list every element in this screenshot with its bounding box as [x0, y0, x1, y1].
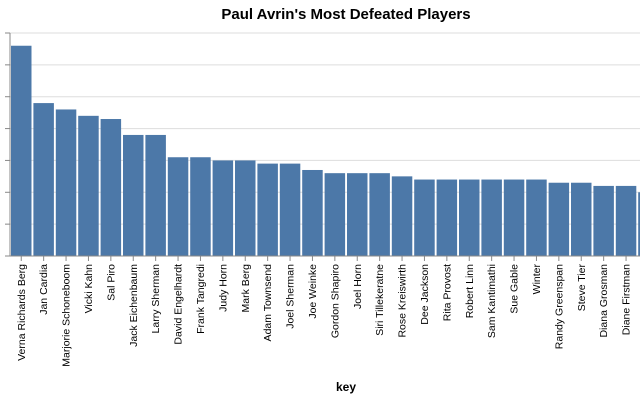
bar — [436, 179, 458, 256]
bar — [481, 179, 502, 256]
bar — [347, 173, 368, 256]
bar — [100, 119, 122, 256]
x-tick-label: Verna Richards Berg — [16, 264, 28, 361]
x-tick-label: David Engelhardt — [173, 264, 185, 345]
bar — [257, 163, 278, 256]
x-tick-label: Marjorie Schoneboom — [61, 264, 73, 367]
x-tick-label: Siri Tillekeratne — [374, 264, 386, 336]
bar — [459, 179, 480, 256]
bar — [548, 182, 570, 256]
x-tick-label: Rita Provost — [441, 264, 453, 321]
bar — [190, 157, 211, 256]
bar — [302, 169, 323, 256]
x-tick-label: Sue Gable — [509, 264, 521, 314]
x-tick-label: Steve Tier — [576, 264, 588, 312]
x-tick-label: Jack Eichenbaum — [128, 264, 140, 347]
bar — [123, 134, 144, 256]
x-tick-label: Gordon Shapiro — [329, 264, 341, 338]
x-axis: Verna Richards Berg Jan Cardia Marjorie Sc… — [10, 255, 640, 367]
x-tick-label: Frank Tangredi — [195, 264, 207, 334]
bar — [391, 176, 413, 256]
x-tick-label: Judy Horn — [217, 264, 229, 312]
bar — [571, 182, 592, 256]
bar — [638, 192, 640, 256]
x-tick-label: Vicki Kahn — [83, 264, 95, 314]
x-tick-label: Diane Firstman — [621, 264, 633, 335]
x-tick-label: Sam Kantimathi — [486, 264, 498, 338]
x-tick-label: Randy Greenspan — [553, 264, 565, 349]
bars — [11, 45, 640, 256]
bar — [55, 109, 77, 256]
chart-title: Paul Avrin's Most Defeated Players — [221, 6, 470, 23]
x-tick-label: Dee Jackson — [419, 264, 431, 325]
bar — [11, 45, 32, 256]
x-tick-label: Robert Linn — [464, 264, 476, 318]
x-tick-label: Winter — [531, 264, 543, 295]
bar — [503, 179, 525, 256]
bar — [78, 115, 99, 256]
x-tick-label: Joe Weinke — [307, 264, 319, 319]
bar — [414, 179, 435, 256]
x-tick-label: Sal Piro — [105, 264, 117, 301]
x-tick-label: Mark Berg — [240, 264, 252, 313]
bar — [212, 160, 234, 256]
x-tick-label: Rose Kreiswirth — [397, 264, 409, 338]
x-tick-label: Adam Townsend — [262, 264, 274, 342]
bar — [235, 160, 256, 256]
x-tick-label: Joel Sherman — [285, 264, 297, 329]
x-tick-label: Joel Horn — [352, 264, 364, 309]
x-tick-label: Larry Sherman — [150, 264, 162, 334]
bar — [526, 179, 547, 256]
bar — [33, 103, 54, 256]
x-tick-label: Jan Cardia — [38, 264, 50, 315]
bar — [324, 173, 346, 256]
bar — [279, 163, 301, 256]
bar — [615, 185, 637, 256]
x-tick-label: Diana Grosman — [598, 264, 610, 338]
bar — [145, 134, 166, 256]
bar — [593, 185, 614, 256]
bar — [167, 157, 189, 256]
x-axis-label: key — [336, 380, 356, 394]
bar — [369, 173, 390, 256]
